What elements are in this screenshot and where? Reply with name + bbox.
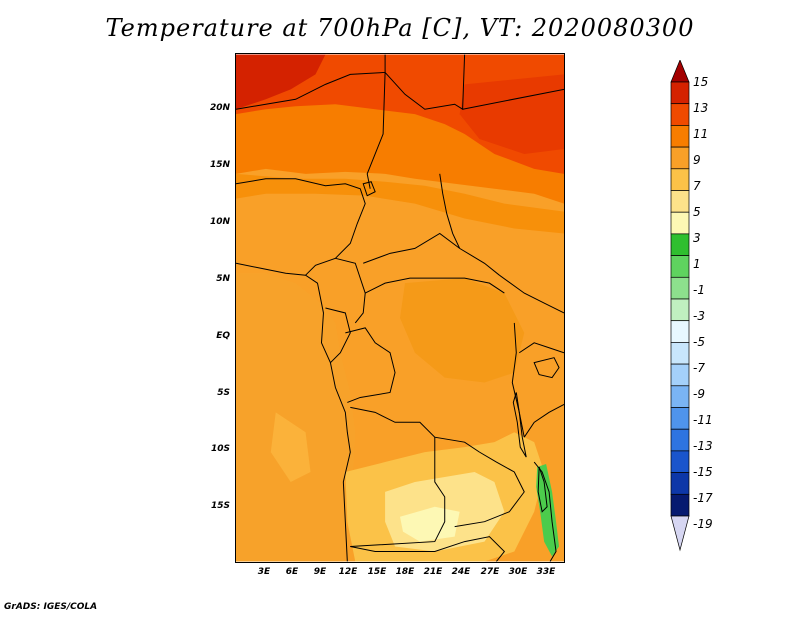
lat-label: 5N: [216, 274, 230, 284]
border-car-drc: [364, 277, 505, 294]
temperature-map: [235, 53, 565, 563]
colorbar-tick-label: -5: [693, 335, 705, 349]
colorbar-tick-label: -19: [693, 517, 713, 531]
colorbar-tick-label: 5: [693, 205, 701, 219]
colorbar-tick-label: 11: [693, 127, 709, 141]
colorbar-swatch: [670, 276, 690, 300]
colorbar-swatch: [670, 407, 690, 430]
border-drc-west: [345, 327, 396, 403]
colorbar-swatch: [670, 493, 690, 517]
colorbar: [670, 60, 690, 552]
colorbar-swatch: [670, 190, 690, 213]
colorbar-tick-label: 13: [693, 101, 709, 115]
credit-label: GrADS: IGES/COLA: [4, 602, 98, 612]
colorbar-tick-label: 15: [693, 75, 709, 89]
colorbar-tick-label: 1: [693, 257, 701, 271]
border-nigeria: [236, 178, 366, 276]
colorbar-tick-label: 7: [693, 179, 701, 193]
colorbar-swatch: [670, 320, 690, 343]
colorbar-tick-label: -9: [693, 387, 705, 401]
border-egypt-sudan: [462, 88, 564, 110]
lon-label: 3E: [257, 567, 271, 577]
colorbar-swatch: [670, 168, 690, 191]
colorbar-tick-label: -15: [693, 465, 713, 479]
colorbar-swatch: [670, 472, 690, 495]
border-mozambique: [533, 461, 557, 562]
border-zambia: [454, 451, 525, 528]
field-coast-strip: [270, 412, 311, 482]
colorbar-tick-label: -13: [693, 439, 713, 453]
lat-label: EQ: [216, 331, 230, 341]
lon-label: 12E: [338, 567, 358, 577]
colorbar-swatch: [670, 428, 690, 452]
border-chad-sudan: [439, 173, 461, 249]
border-uganda-kenya: [518, 342, 564, 354]
colorbar-swatch: [670, 450, 690, 473]
lon-label: 15E: [367, 567, 387, 577]
border-car: [363, 232, 500, 276]
lon-label: 30E: [508, 567, 528, 577]
field-sahel: [236, 173, 564, 234]
border-libya-chad: [384, 54, 466, 111]
colorbar-swatch: [670, 125, 690, 148]
colorbar-bottom-arrow: [670, 515, 690, 552]
field-north-hottest: [236, 54, 326, 110]
colorbar-swatch: [670, 81, 690, 105]
lon-label: 27E: [480, 567, 500, 577]
colorbar-swatch: [670, 233, 690, 256]
lake-chad: [362, 181, 376, 197]
colorbar-swatch: [670, 211, 690, 235]
colorbar-tick-label: 9: [693, 153, 701, 167]
field-ocean: [236, 273, 356, 562]
lake-malawi: [537, 466, 548, 513]
field-central-patch: [400, 278, 525, 383]
colorbar-swatch: [670, 146, 690, 170]
colorbar-swatch: [670, 385, 690, 408]
border-angola-drc: [350, 406, 480, 453]
colorbar-top-arrow: [670, 60, 690, 83]
border-drc-east: [511, 322, 525, 438]
lon-label: 9E: [313, 567, 327, 577]
colorbar-tick-label: -17: [693, 491, 713, 505]
lon-label: 18E: [395, 567, 415, 577]
colorbar-tick-label: 3: [693, 231, 701, 245]
lon-label: 24E: [451, 567, 471, 577]
border-niger-chad: [366, 72, 386, 189]
lat-label: 15N: [209, 160, 230, 170]
colorbar-swatch: [670, 103, 690, 126]
lat-label: 5S: [217, 388, 230, 398]
border-angola-zambia: [350, 437, 446, 548]
border-tanzania: [523, 403, 564, 438]
borders: [236, 54, 564, 562]
border-sudan-south: [499, 274, 564, 314]
colorbar-tick-label: -7: [693, 361, 705, 375]
lake-tanganyika: [512, 392, 527, 458]
lat-label: 10S: [210, 444, 230, 454]
lon-label: 6E: [285, 567, 299, 577]
colorbar-tick-label: -11: [693, 413, 713, 427]
colorbar-swatch: [670, 363, 690, 387]
border-algeria-niger: [236, 71, 386, 110]
colorbar-tick-label: -1: [693, 283, 705, 297]
lon-label: 21E: [423, 567, 443, 577]
colorbar-swatch: [670, 298, 690, 322]
lat-label: 15S: [210, 501, 230, 511]
lon-label: 33E: [536, 567, 556, 577]
colorbar-swatch: [670, 342, 690, 365]
colorbar-swatch: [670, 255, 690, 278]
map-title: Temperature at 700hPa [C], VT: 202008030…: [105, 14, 695, 42]
border-namibia: [350, 536, 506, 562]
border-gabon: [325, 307, 351, 364]
lake-victoria: [533, 357, 560, 379]
colorbar-tick-label: -3: [693, 309, 705, 323]
lat-label: 20N: [209, 103, 230, 113]
lat-label: 10N: [209, 217, 230, 227]
